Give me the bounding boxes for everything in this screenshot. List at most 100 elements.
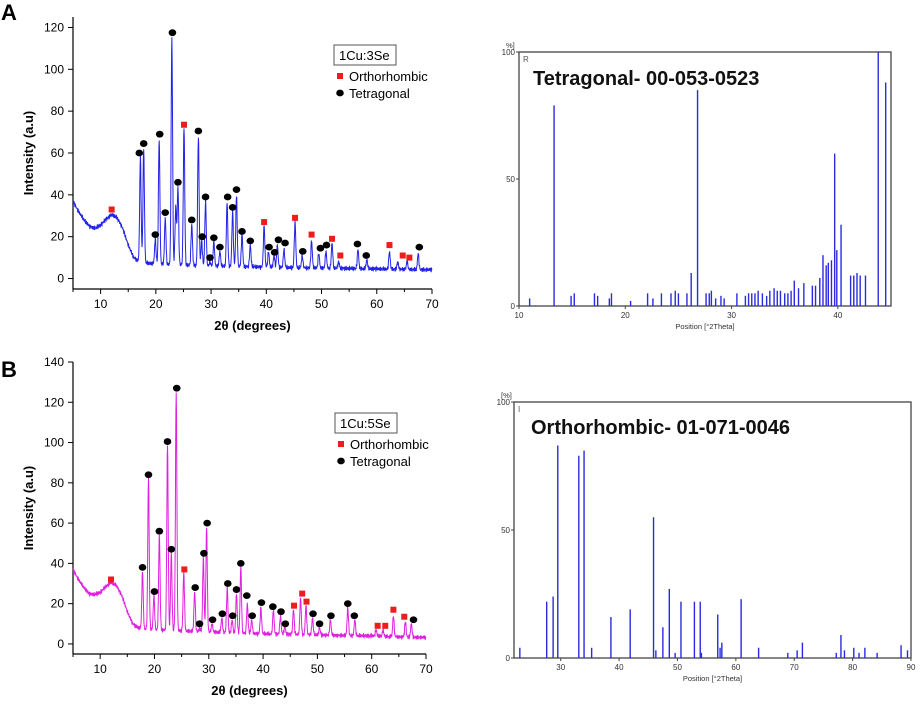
legend-tetragonal-label: Tetragonal [350, 454, 411, 469]
x-axis-label: Position [°2Theta] [675, 322, 734, 331]
tetragonal-marker [161, 209, 170, 217]
legend-title: 1Cu:3Se [339, 48, 390, 63]
y-tick-label: 80 [51, 476, 65, 490]
orthorhombic-marker [382, 622, 389, 629]
panel-label-b: B [1, 357, 17, 382]
legend-orthorhombic-swatch [337, 73, 343, 79]
tetragonal-marker [232, 186, 241, 194]
tetragonal-marker [167, 545, 176, 553]
orthorhombic-marker [291, 602, 298, 609]
tetragonal-marker [163, 438, 172, 445]
tetragonal-marker [353, 240, 362, 248]
y-tick-label: 20 [51, 597, 65, 611]
xrd-pattern-line [72, 37, 433, 273]
x-axis-label: Position [°2Theta] [683, 674, 742, 683]
y-axis-label: Intensity (a.u) [21, 111, 36, 196]
tetragonal-marker [216, 243, 224, 251]
x-tick-label: 40 [833, 311, 842, 320]
legend-orthorhombic-label: Orthorhombic [349, 69, 428, 84]
orthorhombic-marker [261, 219, 268, 226]
tetragonal-marker [248, 612, 257, 620]
y-tick-label: 100 [44, 436, 64, 450]
x-tick-label: 30 [556, 663, 565, 672]
tetragonal-marker [200, 549, 208, 557]
tetragonal-marker [172, 384, 181, 392]
y-tick-label: 60 [51, 146, 65, 160]
legend-tetragonal-label: Tetragonal [349, 86, 410, 101]
tetragonal-marker [298, 247, 307, 255]
orthorhombic-marker [406, 254, 413, 261]
y-tick-label: 100 [497, 398, 511, 407]
legend-title: 1Cu:5Se [340, 416, 391, 431]
tetragonal-marker [281, 239, 289, 247]
x-tick-label: 40 [260, 297, 274, 311]
orthorhombic-marker [329, 235, 336, 242]
y-tick-label: 80 [51, 104, 65, 118]
tetragonal-marker [350, 612, 359, 620]
tetragonal-marker [232, 586, 241, 593]
tetragonal-marker [257, 599, 266, 607]
tetragonal-marker [135, 149, 144, 157]
y-tick-label: 100 [502, 48, 516, 57]
orthorhombic-marker [292, 214, 299, 221]
tetragonal-marker [139, 140, 148, 147]
y-axis-label: Intensity (a.u) [21, 466, 36, 551]
x-tick-label: 70 [790, 663, 799, 672]
tetragonal-marker [191, 584, 199, 591]
tetragonal-marker [238, 228, 246, 235]
legend-tetragonal-swatch [337, 457, 345, 465]
legend-tetragonal-swatch [336, 89, 344, 97]
tetragonal-marker [362, 252, 371, 259]
orthorhombic-marker [374, 622, 381, 629]
tetragonal-marker [269, 603, 277, 611]
x-tick-label: 60 [365, 662, 379, 676]
tetragonal-marker [155, 130, 164, 138]
tetragonal-marker [151, 231, 160, 239]
plot-frame [518, 51, 892, 307]
y-tick-label: 50 [506, 175, 515, 184]
tetragonal-marker [195, 620, 204, 628]
y-tick-label: 40 [51, 188, 65, 202]
x-tick-label: 50 [311, 662, 325, 676]
x-tick-label: 50 [673, 663, 682, 672]
orthorhombic-marker [181, 566, 188, 573]
x-tick-label: 10 [94, 297, 108, 311]
tetragonal-marker [223, 580, 232, 587]
x-tick-label: 10 [93, 662, 107, 676]
x-tick-label: 40 [256, 662, 270, 676]
x-axis-label: 2θ (degrees) [214, 318, 290, 333]
x-tick-label: 10 [515, 311, 524, 320]
y-tick-label: 120 [44, 20, 64, 34]
tetragonal-marker [265, 243, 273, 251]
orthorhombic-marker [308, 231, 315, 238]
orthorhombic-marker [108, 576, 115, 583]
x-tick-label: 90 [907, 663, 916, 672]
x-tick-label: 50 [315, 297, 329, 311]
x-tick-label: 60 [370, 297, 384, 311]
y-tick-label: 50 [501, 526, 510, 535]
orthorhombic-marker [299, 590, 306, 597]
orthorhombic-marker [303, 598, 310, 605]
orthorhombic-marker [399, 252, 406, 259]
tetragonal-marker [138, 564, 147, 571]
tetragonal-marker [343, 600, 352, 608]
tetragonal-marker [270, 248, 279, 256]
tetragonal-marker [322, 241, 331, 249]
tetragonal-marker [315, 620, 324, 628]
tetragonal-marker [210, 234, 218, 242]
legend-orthorhombic-swatch [338, 441, 344, 447]
legend-orthorhombic-label: Orthorhombic [350, 437, 429, 452]
tetragonal-marker [201, 193, 210, 201]
tetragonal-marker [246, 237, 255, 245]
y-tick-label: 140 [44, 355, 64, 369]
tetragonal-marker [223, 193, 232, 201]
tetragonal-marker [242, 592, 251, 599]
y-tick-label: 0 [57, 637, 64, 651]
orthorhombic-marker [401, 613, 408, 620]
x-tick-label: 20 [148, 662, 162, 676]
y-tick-label: 100 [44, 62, 64, 76]
tetragonal-marker [228, 204, 237, 211]
x-tick-label: 20 [149, 297, 163, 311]
orthorhombic-marker [390, 606, 397, 613]
